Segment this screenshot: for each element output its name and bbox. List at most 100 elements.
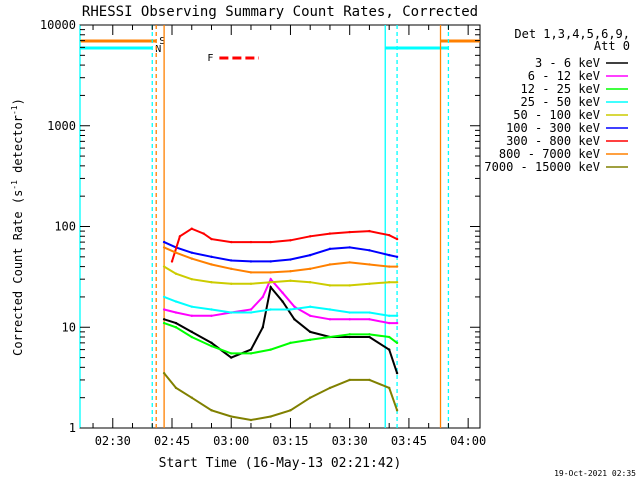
legend-label: 800 - 7000 keV [499,147,600,161]
data-point [269,271,272,274]
legend-label: 12 - 25 keV [521,82,600,96]
data-point [328,263,332,266]
data-point [387,253,391,257]
flare-flag-label: F [207,53,213,64]
data-point [348,261,351,264]
data-point [281,300,284,303]
data-point [328,318,332,321]
data-point [328,335,332,339]
data-point [230,267,233,271]
data-point [162,371,166,375]
data-point [190,277,193,281]
data-point [348,284,351,287]
x-tick-label: 03:45 [391,434,427,448]
series-line [163,372,399,422]
data-point [348,230,351,234]
data-point [162,318,166,321]
data-point [348,333,351,336]
data-point [309,235,312,238]
x-axis: 02:30 02:45 03:00 03:15 03:30 03:45 04:00 [92,25,486,448]
legend-header-line: Det 1,3,4,5,6,9, [514,27,630,41]
data-point [261,326,265,329]
data-point [210,255,213,259]
data-point [210,280,213,284]
x-axis-label: Start Time (16-May-13 02:21:42) [159,456,402,471]
data-point [178,235,182,238]
data-point [261,295,265,299]
data-point [289,270,292,273]
data-point [249,282,253,285]
y-tick-label: 1 [69,421,76,435]
data-point [395,265,399,268]
data-point [309,267,312,271]
data-point [210,237,213,241]
series-line [163,241,398,263]
markers-layer [79,25,450,428]
data-point [328,247,332,251]
x-tick-label: 03:15 [272,434,308,448]
data-point [395,409,399,412]
data-point [368,333,371,336]
data-point [249,260,253,263]
data-point [230,356,233,359]
data-point [249,418,253,422]
data-point [387,321,391,325]
data-point [230,259,233,262]
data-point [210,263,213,266]
y-tick-label: 100 [54,220,76,234]
data-point [309,330,312,334]
data-point [309,305,312,308]
data-point [190,305,193,308]
data-point [210,409,213,412]
data-point [190,314,193,317]
data-point [348,318,351,321]
data-point [395,280,399,284]
data-point [293,305,296,308]
series-layer [162,227,399,422]
y-axis-label-superscript: -1 [10,105,19,115]
data-point [174,326,178,329]
data-point [395,371,399,375]
x-tick-label: 02:45 [154,434,190,448]
data-point [368,318,371,321]
data-point [328,308,332,311]
data-point [368,378,371,382]
data-point [162,308,166,311]
data-point [395,255,399,259]
data-point [174,386,178,390]
legend-label: 7000 - 15000 keV [484,160,600,174]
data-point [249,311,253,314]
data-point [328,232,332,235]
data-point [162,246,166,249]
data-point [348,311,351,314]
data-point [309,338,312,342]
y-tick-label: 10000 [40,18,76,32]
data-point [190,330,193,334]
data-point [162,295,166,299]
data-point [249,271,253,274]
x-tick-label: 02:30 [95,434,131,448]
legend-label: 3 - 6 keV [535,56,600,70]
legend-label: 100 - 300 keV [506,121,600,135]
data-point [190,335,193,339]
data-point [281,291,284,294]
data-point [230,282,233,285]
data-point [395,237,399,241]
data-point [249,352,253,355]
data-point [395,341,399,345]
data-point [395,321,399,325]
data-point [174,251,178,254]
data-point [293,318,296,321]
legend-label: 50 - 100 keV [513,108,600,122]
data-point [269,240,272,244]
data-point [348,335,351,339]
chart-title: RHESSI Observing Summary Count Rates, Co… [82,4,478,20]
data-point [190,227,193,230]
data-point [289,239,292,242]
data-point [230,352,233,355]
data-point [368,335,371,339]
legend-label: 300 - 800 keV [506,134,600,148]
data-point [309,280,312,284]
data-point [269,285,272,289]
